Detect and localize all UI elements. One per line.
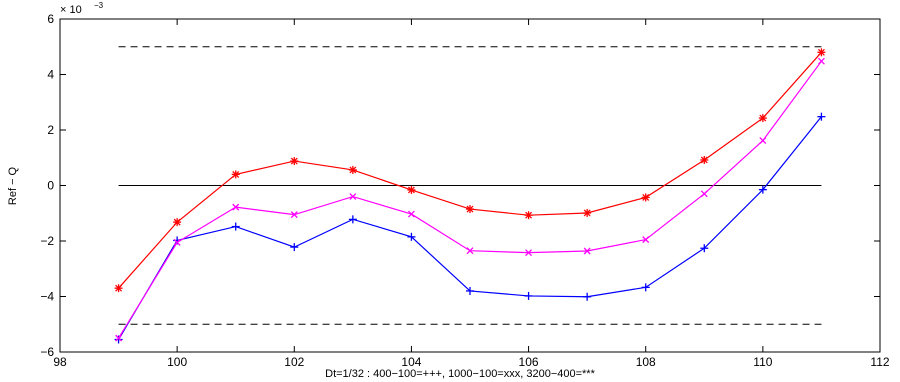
data-point (700, 155, 709, 164)
marker-stroke (466, 205, 474, 213)
data-point (817, 48, 826, 57)
data-point (407, 210, 415, 218)
series-line (118, 51, 822, 289)
series-1 (115, 57, 825, 342)
y-tick-label: 0 (47, 179, 54, 193)
reference-lines (118, 46, 822, 325)
data-point (349, 193, 357, 201)
marker-stroke (700, 156, 708, 164)
data-point (759, 137, 767, 145)
marker-stroke (407, 210, 415, 218)
marker-stroke (115, 284, 123, 292)
marker-stroke (232, 170, 240, 178)
x-tick-label: 110 (753, 355, 772, 369)
data-point (231, 222, 240, 231)
marker-stroke (115, 334, 123, 342)
data-point (407, 232, 416, 241)
series-line (118, 116, 822, 340)
y-tick-label: 2 (47, 123, 54, 137)
data-point (524, 291, 533, 300)
marker-stroke (466, 247, 474, 255)
y-tick-label: 4 (47, 68, 54, 82)
data-point (524, 211, 533, 220)
data-point (290, 157, 299, 166)
x-tick-label: 106 (519, 355, 539, 369)
marker-stroke (173, 218, 181, 226)
data-point (583, 208, 592, 217)
data-point (642, 236, 650, 244)
marker-stroke (583, 247, 591, 255)
data-point (114, 335, 123, 344)
series-2 (114, 48, 826, 293)
data-point (583, 292, 592, 301)
x-axis-label: Dt=1/32 : 400−100=+++, 1000−100=xxx, 320… (325, 368, 595, 380)
data-point (115, 334, 123, 342)
data-point (641, 193, 650, 202)
x-tick-label: 112 (870, 355, 889, 369)
exponent-base: × 10 (60, 4, 82, 16)
series-line (118, 60, 822, 339)
data-point (290, 243, 299, 252)
data-point (758, 114, 767, 123)
axis-ticks: 98 100 102 104 106 108 110 112 −6 −4 −2 0 2 4 6 (40, 12, 890, 369)
marker-stroke (817, 57, 825, 65)
marker-stroke (407, 186, 415, 194)
series-0 (114, 112, 826, 344)
marker-stroke (817, 48, 825, 56)
data-point (700, 190, 708, 198)
data-point (700, 244, 709, 253)
data-point (466, 286, 474, 295)
y-tick-label: 6 (47, 12, 54, 26)
data-point (817, 57, 825, 65)
data-point (641, 283, 650, 292)
x-tick-label: 108 (636, 355, 656, 369)
data-point (231, 170, 240, 179)
x-tick-label: 100 (167, 355, 187, 369)
data-point (232, 203, 240, 211)
data-point (525, 249, 533, 257)
marker-stroke (232, 203, 240, 211)
marker-stroke (759, 137, 767, 145)
x-tick-label: 104 (401, 355, 421, 369)
marker-stroke (642, 193, 650, 201)
data-point (173, 238, 181, 246)
marker-stroke (759, 114, 767, 122)
data-point (114, 284, 123, 293)
x-tick-label: 102 (284, 355, 304, 369)
data-point (758, 185, 767, 194)
marker-stroke (290, 211, 298, 219)
y-tick-label: −6 (40, 345, 54, 359)
marker-stroke (525, 211, 533, 219)
marker-stroke (173, 238, 181, 246)
exponent-power: −3 (94, 1, 104, 10)
marker-stroke (349, 166, 357, 174)
data-point (290, 211, 298, 219)
series-layer (114, 48, 826, 344)
y-tick-label: −4 (40, 290, 54, 304)
data-point (817, 112, 826, 121)
data-point (348, 165, 357, 174)
marker-stroke (349, 193, 357, 201)
marker-stroke (525, 249, 533, 257)
y-axis-label: Ref − Q (7, 166, 19, 205)
data-point (173, 218, 182, 227)
exponent-label: × 10 −3 (60, 1, 104, 16)
marker-stroke (700, 190, 708, 198)
x-tick-label: 98 (53, 355, 67, 369)
data-point (348, 215, 357, 224)
data-point (466, 205, 474, 214)
data-point (407, 185, 416, 194)
y-tick-label: −2 (40, 234, 54, 248)
marker-stroke (290, 157, 298, 165)
marker-stroke (583, 209, 591, 217)
data-point (583, 247, 591, 255)
marker-stroke (642, 236, 650, 244)
data-point (466, 247, 474, 255)
